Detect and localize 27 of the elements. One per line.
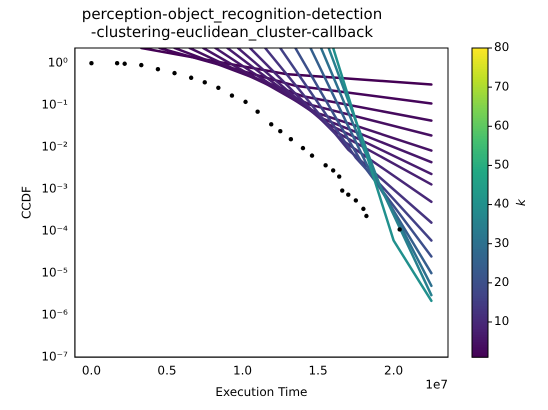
x-tick-label: 0.5 — [157, 364, 177, 378]
x-axis-title: Execution Time — [215, 384, 308, 399]
text: -clustering-euclidean_cluster-callback — [90, 22, 374, 41]
x-tick-label: 1.5 — [308, 364, 328, 378]
y-axis-title: CCDF — [19, 186, 34, 220]
x-tick-label: 0.0 — [82, 364, 101, 378]
text: 1e7 — [425, 377, 448, 392]
y-tick-label: 10⁻³ — [41, 181, 68, 196]
y-tick-label: 10⁻⁶ — [41, 307, 68, 322]
y-tick-label: 10⁻⁴ — [41, 223, 68, 238]
y-tick-label: 10⁻⁵ — [41, 265, 68, 280]
color-bar-label: 20 — [494, 274, 510, 289]
color-bar-label: 80 — [494, 40, 510, 54]
color-bar-label: 50 — [494, 158, 510, 172]
x-tick-label: 1.0 — [232, 364, 252, 378]
color-bar-label: 40 — [494, 196, 510, 211]
color-bar-label: 70 — [494, 79, 510, 94]
x-tick-label: 2.0 — [384, 364, 404, 378]
y-tick-label: 10⁰ — [48, 55, 68, 70]
y-tick-label: 10⁻² — [41, 139, 68, 154]
y-tick-label: 10⁻⁷ — [41, 349, 68, 364]
color-bar-label: 10 — [494, 314, 510, 328]
color-bar-label: 60 — [494, 118, 510, 132]
y-tick-label: 10⁻¹ — [41, 97, 68, 112]
color-bar-title: k — [514, 198, 528, 206]
color-bar-label: 30 — [494, 236, 510, 250]
text: perception-object_recognition-detection — [82, 4, 382, 23]
